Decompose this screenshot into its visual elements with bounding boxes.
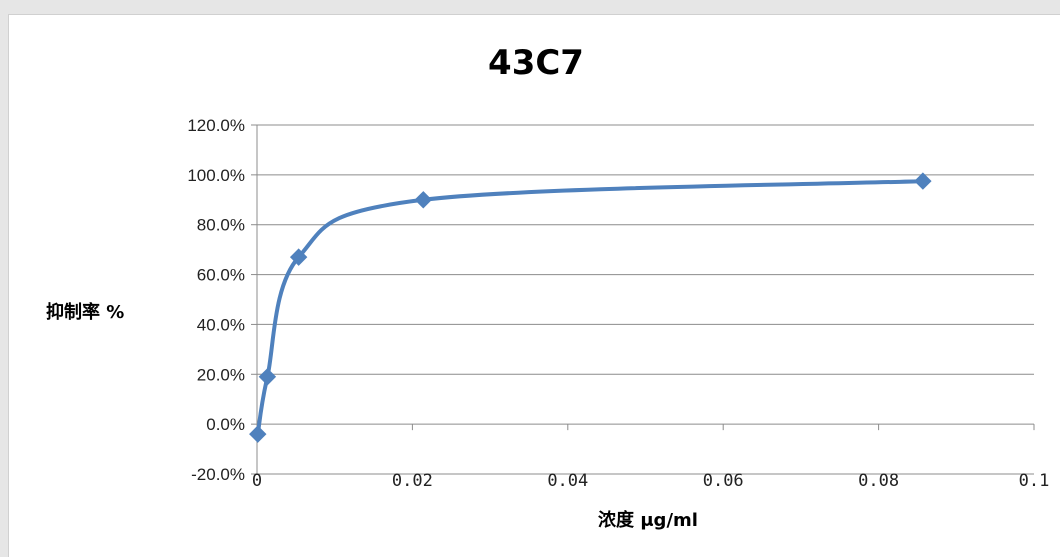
y-tick-label: 40.0% <box>197 315 245 334</box>
x-axis-title: 浓度 μg/ml <box>598 509 698 531</box>
series-line <box>255 179 925 437</box>
x-tick-labels: 0 0.02 0.04 0.06 0.08 0.1 <box>252 471 1049 491</box>
chart-title: 43C7 <box>488 43 584 83</box>
data-point-marker <box>249 425 267 443</box>
axes <box>251 124 1035 475</box>
gridlines <box>257 124 1034 475</box>
y-axis-title: 抑制率 % <box>46 301 124 323</box>
data-point-marker <box>289 248 308 266</box>
y-tick-label: 60.0% <box>197 266 245 285</box>
y-tick-label: 20.0% <box>197 365 245 384</box>
x-tick-label: 0.06 <box>703 471 744 491</box>
data-point-marker <box>414 191 432 209</box>
data-point-marker <box>258 368 277 386</box>
x-tick-label: 0 <box>252 471 262 491</box>
data-point-marker <box>914 172 932 190</box>
y-tick-label: 120.0% <box>187 116 245 135</box>
x-tick-label: 0.1 <box>1019 471 1050 491</box>
chart-frame <box>8 14 1060 557</box>
x-tick-label: 0.04 <box>547 471 588 491</box>
y-tick-label: 100.0% <box>187 166 245 185</box>
x-tick-label: 0.08 <box>858 471 899 491</box>
series <box>249 172 932 443</box>
y-tick-label: 80.0% <box>197 216 245 235</box>
y-tick-label: -20.0% <box>191 465 245 484</box>
x-tick-label: 0.02 <box>392 471 433 491</box>
y-tick-labels: -20.0% 0.0% 20.0% 40.0% 60.0% 80.0% 100.0% 120.… <box>187 116 245 484</box>
y-tick-label: 0.0% <box>206 415 245 434</box>
